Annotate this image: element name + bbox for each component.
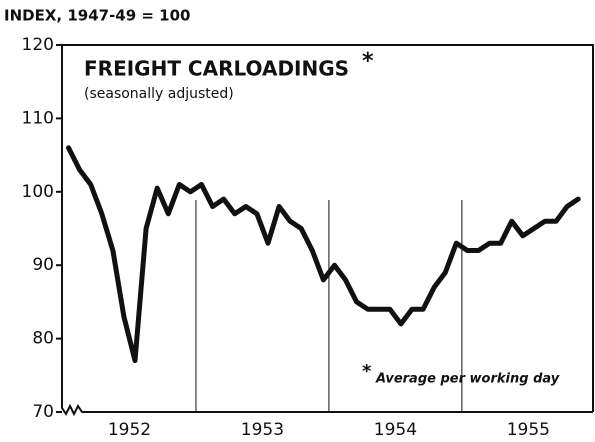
x-tick-label: 1952 bbox=[108, 420, 151, 440]
frame bbox=[62, 44, 594, 412]
y-tick-label: 90 bbox=[32, 255, 54, 275]
y-tick-label: 120 bbox=[22, 35, 54, 55]
y-tick-label: 110 bbox=[22, 108, 54, 128]
annotation: Average per working day bbox=[375, 372, 560, 387]
data-line bbox=[66, 145, 581, 364]
x-tick-label: 1953 bbox=[241, 420, 284, 440]
y-tick-label: 80 bbox=[32, 329, 54, 349]
chart-title: FREIGHT CARLOADINGS bbox=[84, 57, 349, 81]
y-axis-label: INDEX, 1947-49 = 100 bbox=[4, 7, 191, 25]
annotation-mark: * bbox=[362, 361, 372, 382]
x-tick-label: 1955 bbox=[507, 420, 550, 440]
subtitle: (seasonally adjusted) bbox=[84, 86, 234, 102]
y-tick-label: 100 bbox=[22, 182, 54, 202]
title-mark: * bbox=[362, 49, 374, 74]
y-tick-label: 70 bbox=[32, 402, 54, 422]
x-tick-label: 1954 bbox=[374, 420, 417, 440]
axis-break bbox=[61, 45, 593, 417]
